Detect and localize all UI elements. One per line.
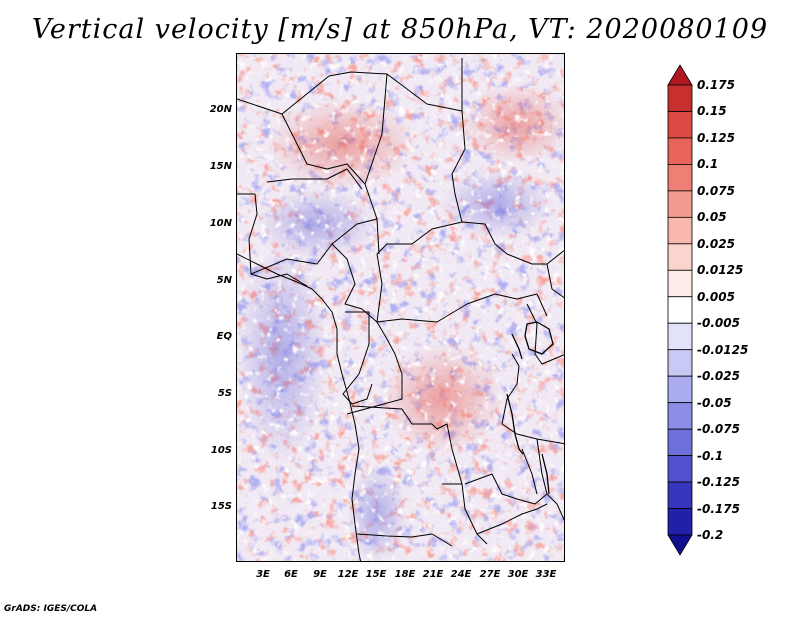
lake-albert: [511, 333, 523, 360]
colorbar-band: [667, 190, 693, 218]
niger-chad-border: [364, 73, 388, 255]
lat-label-5n: 5N: [216, 275, 232, 286]
map-panel: [236, 53, 565, 562]
lat-label-10n: 10N: [209, 218, 232, 229]
lon-label-30e: 30E: [507, 569, 529, 580]
colorbar-label: -0.125: [697, 475, 740, 490]
lat-label-eq: EQ: [216, 331, 232, 342]
colorbar-band: [667, 375, 693, 404]
congo-border: [342, 311, 373, 405]
lake-tanganyika: [506, 393, 524, 455]
colorbar-label: -0.1: [697, 448, 724, 463]
colorbar-band: [667, 349, 693, 377]
grads-credit: GrADS: IGES/COLA: [4, 604, 98, 614]
rwanda-burundi: [501, 353, 520, 425]
drc-west-border: [346, 321, 403, 415]
chad-sudan-border: [451, 110, 466, 223]
mozambique-border: [536, 438, 564, 521]
colorbar-bottom-triangle: [667, 534, 693, 556]
mali-border: [237, 98, 366, 185]
colorbar-band: [667, 428, 693, 456]
colorbar-band: [667, 322, 693, 351]
colorbar-label: 0.0125: [697, 263, 744, 278]
colorbar: [667, 64, 693, 556]
colorbar-label: 0.05: [697, 210, 727, 225]
vertical-velocity-map: [237, 54, 564, 561]
lon-label-6e: 6E: [284, 569, 298, 580]
lakes: [506, 321, 554, 495]
colorbar-label: -0.05: [697, 395, 732, 410]
colorbar-label: 0.15: [697, 104, 727, 119]
drc-angola-border: [351, 405, 463, 485]
lon-label-9e: 9E: [313, 569, 327, 580]
west-coast: [237, 253, 362, 561]
lon-label-27e: 27E: [479, 569, 501, 580]
colorbar-label: -0.0125: [697, 342, 749, 357]
tanzania-border: [501, 423, 564, 445]
lon-label-12e: 12E: [337, 569, 359, 580]
colorbar-label: -0.005: [697, 316, 740, 331]
malawi-border: [521, 448, 538, 495]
lat-label-20n: 20N: [209, 104, 232, 115]
field-white-speckle: [237, 54, 564, 561]
lat-label-5s: 5S: [217, 388, 232, 399]
colorbar-band: [667, 269, 693, 298]
colorbar-band: [667, 84, 693, 112]
colorbar-band: [667, 216, 693, 245]
zambia-south-border: [476, 503, 548, 535]
lon-label-15e: 15E: [365, 569, 387, 580]
gulf-coast: [250, 273, 308, 287]
zambia-border: [464, 473, 548, 505]
colorbar-label: -0.075: [697, 422, 740, 437]
colorbar-band: [667, 243, 693, 271]
page-title: Vertical velocity [m/s] at 850hPa, VT: 2…: [31, 14, 769, 45]
colorbar-label: 0.175: [697, 78, 735, 92]
colorbar-label: 0.075: [697, 183, 735, 198]
lake-victoria: [524, 321, 554, 355]
country-borders: [237, 58, 564, 561]
colorbar-top-triangle: [667, 64, 693, 86]
colorbar-band: [667, 164, 693, 192]
colorbar-label: 0.025: [697, 236, 735, 251]
colorbar-label: 0.005: [697, 289, 735, 304]
ethiopia-border: [546, 263, 564, 299]
colorbar-label: -0.025: [697, 369, 740, 384]
colorbar-band: [667, 481, 693, 509]
lon-label-18e: 18E: [394, 569, 416, 580]
sudan-south-border: [494, 243, 564, 265]
angola-south-border: [356, 533, 453, 547]
car-south-border: [376, 253, 496, 323]
drc-north-border: [494, 293, 548, 317]
uganda-kenya-border: [526, 303, 564, 365]
lon-label-33e: 33E: [535, 569, 557, 580]
lat-label-15n: 15N: [209, 161, 232, 172]
colorbar-label: 0.125: [697, 130, 735, 145]
colorbar-band: [667, 137, 693, 165]
lake-malawi: [541, 453, 550, 495]
nigeria-border: [237, 193, 378, 275]
angola-zambia-border: [442, 483, 488, 545]
colorbar-label: -0.2: [697, 528, 724, 542]
niger-south-border: [266, 168, 363, 190]
lat-label-10s: 10S: [210, 445, 232, 456]
colorbar-band: [667, 508, 693, 536]
colorbar-band: [667, 455, 693, 483]
colorbar-label: -0.175: [697, 501, 740, 516]
chad-car-border: [376, 221, 496, 255]
lon-label-24e: 24E: [450, 569, 472, 580]
lat-label-15s: 15S: [210, 501, 232, 512]
colorbar-band: [667, 296, 693, 324]
colorbar-label: 0.1: [697, 157, 719, 172]
colorbar-band: [667, 402, 693, 430]
lon-label-21e: 21E: [422, 569, 444, 580]
cameroon-border: [331, 243, 378, 323]
colorbar-band: [667, 111, 693, 139]
lon-label-3e: 3E: [256, 569, 270, 580]
algeria-niger-border: [281, 75, 330, 115]
